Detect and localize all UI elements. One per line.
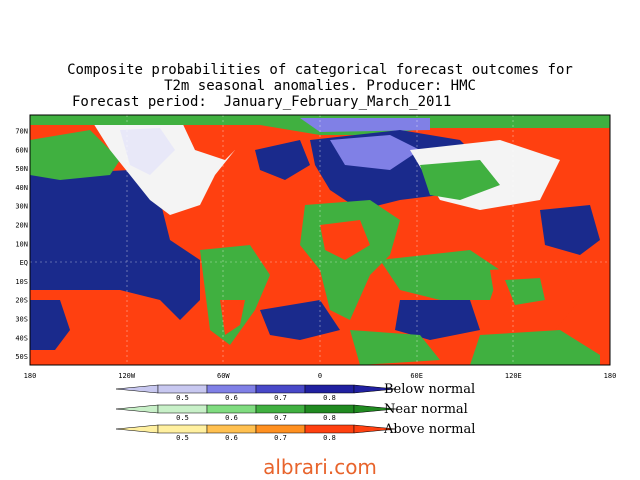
legend-tick: 0.8 xyxy=(323,434,336,442)
watermark: albrari.com xyxy=(263,455,377,479)
lon-label: 60E xyxy=(410,372,423,380)
central-africa-above xyxy=(320,220,370,260)
lon-label: 60W xyxy=(217,372,230,380)
arctic-below xyxy=(300,118,430,132)
legend-arrow-right xyxy=(353,384,397,394)
southern-ocean-near xyxy=(350,330,440,365)
canada-above xyxy=(180,118,250,160)
lat-label: 30S xyxy=(15,316,28,324)
legend-swatch xyxy=(304,424,355,434)
legend-arrow-left xyxy=(115,424,159,434)
legend-tick: 0.6 xyxy=(225,434,238,442)
lat-label: 60N xyxy=(15,146,28,154)
lat-label: 50S xyxy=(15,353,28,361)
lat-label: 10S xyxy=(15,278,28,286)
lat-label: 40N xyxy=(15,184,28,192)
lon-label: 120W xyxy=(118,372,136,380)
north-pacific-near xyxy=(30,130,120,180)
north-america-pale xyxy=(120,128,175,175)
lat-label: 70N xyxy=(15,128,28,136)
lon-axis: 180 120W 60W 0 60E 120E 180 xyxy=(24,372,617,380)
south-america-near xyxy=(200,245,270,345)
south-indian-below xyxy=(395,300,480,340)
north-atlantic-below xyxy=(255,140,310,180)
legend-swatch xyxy=(255,404,306,414)
map-grid xyxy=(30,115,610,365)
legend-swatch xyxy=(157,424,208,434)
lat-label: 10N xyxy=(15,240,28,248)
legend-swatch xyxy=(206,424,257,434)
title-line-2: T2m seasonal anomalies. Producer: HMC xyxy=(164,78,476,94)
legend-arrow-right xyxy=(353,424,397,434)
legend: 0.5 0.6 0.7 0.8 0.5 0.6 0.7 0.8 0.5 0.6 0.7 0.8 xyxy=(115,384,397,442)
lat-label: 40S xyxy=(15,334,28,342)
southern-ocean-near-2 xyxy=(470,330,600,365)
legend-tick: 0.8 xyxy=(323,394,336,402)
title-line-1: Composite probabilities of categorical f… xyxy=(67,62,573,78)
legend-swatch xyxy=(206,384,257,394)
lat-label: 20N xyxy=(15,222,28,230)
legend-swatch xyxy=(255,384,306,394)
indian-ocean-near xyxy=(380,250,500,300)
lon-label: 120E xyxy=(505,372,522,380)
legend-swatch xyxy=(304,404,355,414)
europe-pale-below xyxy=(330,135,420,170)
map-field xyxy=(30,115,610,365)
south-pacific-below xyxy=(30,300,70,350)
legend-tick: 0.7 xyxy=(274,394,287,402)
legend-swatch xyxy=(206,404,257,414)
lon-label: 180 xyxy=(604,372,617,380)
south-america-above xyxy=(220,300,245,335)
legend-tick: 0.8 xyxy=(323,414,336,422)
legend-tick: 0.7 xyxy=(274,434,287,442)
legend-label-near: Near normal xyxy=(384,402,468,417)
legend-label-above: Above normal xyxy=(384,422,476,437)
lat-label: 30N xyxy=(15,203,28,211)
legend-swatch xyxy=(157,404,208,414)
legend-arrow-left xyxy=(115,404,159,414)
lat-label: 20S xyxy=(15,297,28,305)
legend-tick: 0.5 xyxy=(176,434,189,442)
legend-tick: 0.7 xyxy=(274,414,287,422)
legend-arrow-left xyxy=(115,384,159,394)
legend-swatch xyxy=(255,424,306,434)
pacific-east-below xyxy=(30,170,200,320)
legend-tick: 0.5 xyxy=(176,414,189,422)
lat-axis: 70N 60N 50N 40N 30N 20N 10N EQ 10S 20S 30S 40S 50S xyxy=(15,128,28,362)
legend-tick: 0.5 xyxy=(176,394,189,402)
lon-label: 0 xyxy=(318,372,322,380)
west-pacific-below xyxy=(540,205,600,255)
legend-label-below: Below normal xyxy=(384,382,476,397)
asia-near xyxy=(420,160,500,200)
australia-near xyxy=(505,278,545,305)
lat-label: 50N xyxy=(15,165,28,173)
legend-tick: 0.6 xyxy=(225,394,238,402)
lon-label: 180 xyxy=(24,372,37,380)
lat-label: EQ xyxy=(20,259,28,267)
title-line-3: Forecast period: January_February_March_… xyxy=(72,94,452,110)
legend-swatch xyxy=(304,384,355,394)
legend-arrow-right xyxy=(353,404,397,414)
legend-tick: 0.6 xyxy=(225,414,238,422)
legend-swatch xyxy=(157,384,208,394)
map-frame xyxy=(29,114,611,366)
